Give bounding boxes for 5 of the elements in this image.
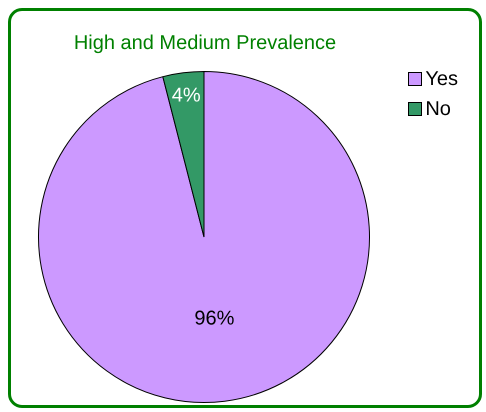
chart-title: High and Medium Prevalence (72, 32, 338, 55)
data-label: 4% (172, 84, 201, 106)
data-label: 96% (194, 308, 235, 330)
legend-label: No (425, 98, 451, 120)
legend-label: Yes (425, 68, 458, 90)
